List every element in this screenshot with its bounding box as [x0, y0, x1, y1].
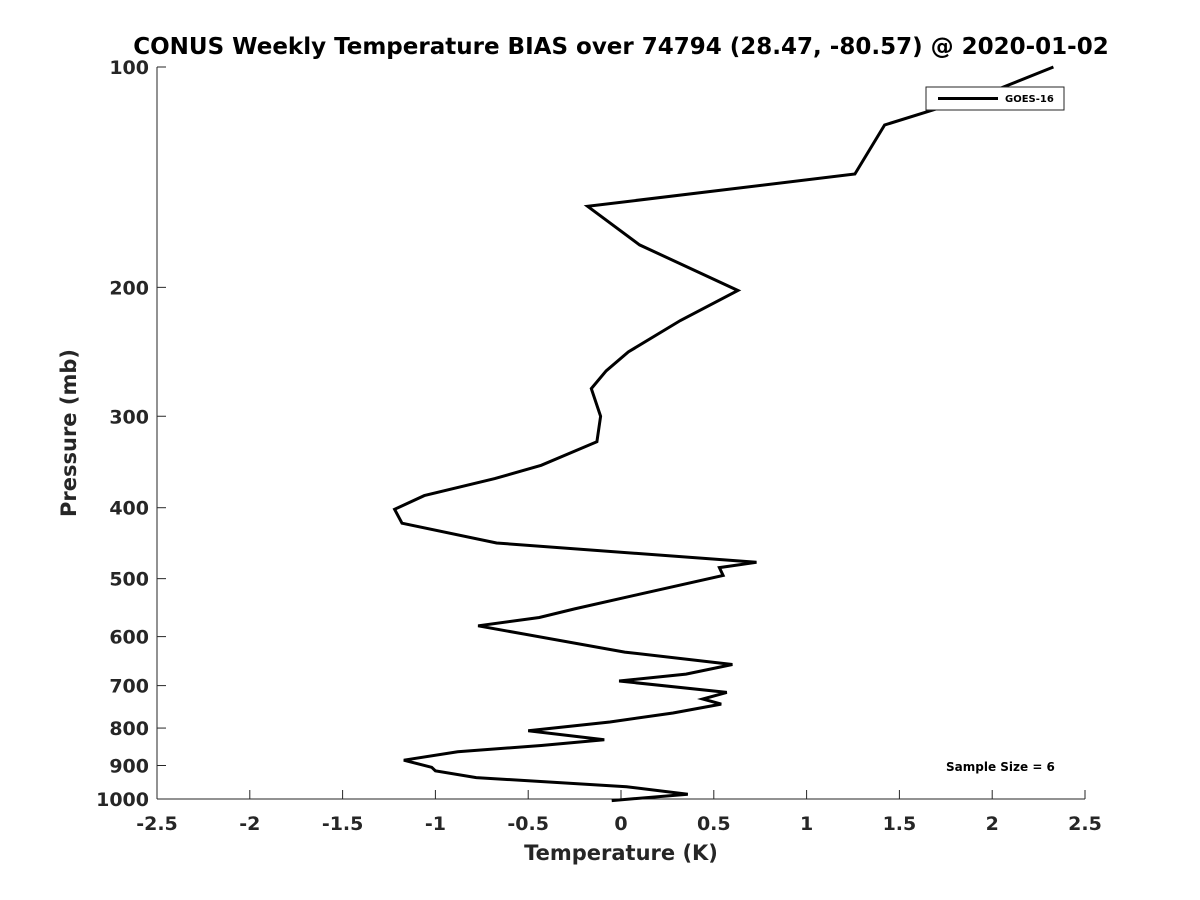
- plot-axes: -2.5 -2 -1.5 -1 -0.5 0 0.5 1 1.5 2 2.5 100 200 300 40…: [96, 57, 1102, 835]
- y-tick-label: 400: [109, 498, 149, 520]
- x-tick-label: 1: [800, 813, 813, 835]
- chart-title: CONUS Weekly Temperature BIAS over 74794…: [133, 34, 1108, 60]
- y-tick-label: 900: [109, 756, 149, 778]
- y-tick-label: 200: [109, 277, 149, 299]
- legend: GOES-16: [925, 86, 1065, 111]
- y-ticks: 100 200 300 400 500 600 700 800 900 1000: [96, 57, 166, 811]
- x-axis-label: Temperature (K): [524, 841, 718, 865]
- x-tick-label: -0.5: [507, 813, 549, 835]
- x-tick-label: 0: [614, 813, 627, 835]
- y-tick-label: 700: [109, 676, 149, 698]
- x-tick-label: -2: [239, 813, 260, 835]
- y-axis-label: Pressure (mb): [57, 349, 81, 517]
- y-tick-label: 500: [109, 569, 149, 591]
- x-tick-label: 2.5: [1068, 813, 1102, 835]
- sample-size-annotation: Sample Size = 6: [946, 760, 1055, 774]
- y-tick-label: 300: [109, 406, 149, 428]
- legend-label-goes-16: GOES-16: [1005, 94, 1054, 105]
- x-tick-label: 0.5: [697, 813, 731, 835]
- x-tick-label: -2.5: [136, 813, 178, 835]
- x-tick-label: -1.5: [322, 813, 364, 835]
- y-tick-label: 1000: [96, 789, 149, 811]
- y-tick-label: 100: [109, 57, 149, 79]
- x-ticks: -2.5 -2 -1.5 -1 -0.5 0 0.5 1 1.5 2 2.5: [136, 790, 1102, 835]
- plot-area: [157, 67, 1085, 799]
- x-tick-label: -1: [425, 813, 446, 835]
- x-tick-label: 2: [986, 813, 999, 835]
- y-tick-label: 800: [109, 718, 149, 740]
- series-line-goes-16: [392, 65, 1054, 803]
- series-layer: [392, 65, 1054, 803]
- x-tick-label: 1.5: [883, 813, 917, 835]
- y-tick-label: 600: [109, 627, 149, 649]
